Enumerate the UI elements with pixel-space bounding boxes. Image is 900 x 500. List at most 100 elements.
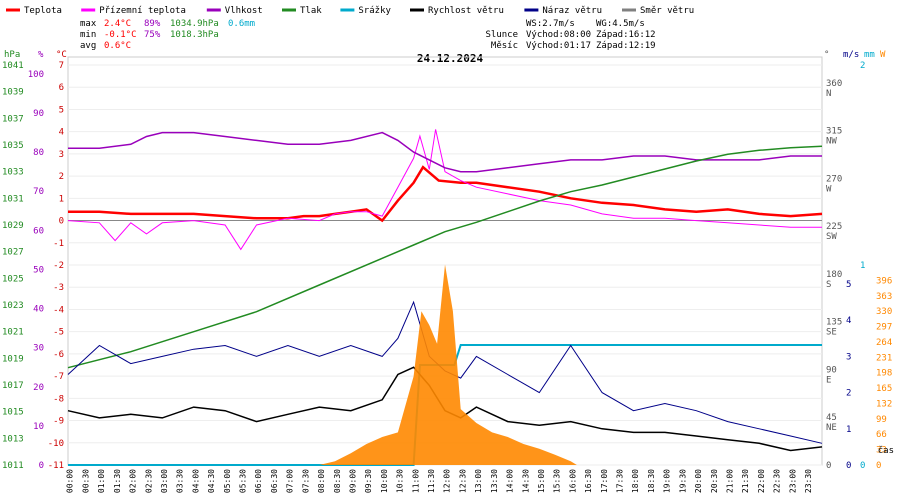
tick-temp: 4 bbox=[59, 128, 64, 138]
tick-dir: 0 bbox=[826, 461, 831, 471]
stats-min-label: min bbox=[80, 30, 96, 40]
tick-x: 22:00 bbox=[757, 469, 766, 493]
tick-w: 99 bbox=[876, 415, 887, 425]
tick-pct: 70 bbox=[33, 187, 44, 197]
tick-x: 14:00 bbox=[506, 469, 515, 493]
tick-ms: 3 bbox=[846, 352, 851, 362]
tick-dir: 180 bbox=[826, 270, 842, 280]
tick-dir-compass: W bbox=[826, 184, 832, 194]
tick-x: 09:30 bbox=[364, 469, 373, 493]
tick-temp: 7 bbox=[59, 61, 64, 71]
tick-ms: 0 bbox=[846, 461, 851, 471]
axis-unit-temp: °C bbox=[56, 50, 67, 60]
tick-x: 13:30 bbox=[490, 469, 499, 493]
axis-unit-w: W bbox=[880, 50, 886, 60]
tick-x: 11:00 bbox=[411, 469, 420, 493]
tick-w: 330 bbox=[876, 307, 892, 317]
tick-dir: 315 bbox=[826, 127, 842, 137]
sun-moon-block: WS:2.7m/s WG:4.5m/s Slunce Východ:08:00 … bbox=[485, 19, 655, 51]
tick-pct: 20 bbox=[33, 383, 44, 393]
tick-temp: -5 bbox=[53, 328, 64, 338]
tick-x: 14:30 bbox=[521, 469, 530, 493]
tick-x: 16:00 bbox=[568, 469, 577, 493]
tick-x: 10:00 bbox=[380, 469, 389, 493]
stats-min-temp: -0.1°C bbox=[104, 30, 137, 40]
tick-x: 06:00 bbox=[254, 469, 263, 493]
tick-x: 08:30 bbox=[333, 469, 342, 493]
axis-unit-pct: % bbox=[38, 50, 44, 60]
tick-x: 11:30 bbox=[427, 469, 436, 493]
tick-hpa: 1033 bbox=[2, 168, 24, 178]
tick-mm: 2 bbox=[860, 61, 865, 71]
tick-hpa: 1039 bbox=[2, 88, 24, 98]
tick-dir: 360 bbox=[826, 79, 842, 89]
tick-temp: -7 bbox=[53, 372, 64, 382]
tick-dir: 45 bbox=[826, 413, 837, 423]
tick-w: 0 bbox=[876, 461, 881, 471]
moon-label: Měsíc bbox=[491, 41, 518, 51]
tick-w: 165 bbox=[876, 384, 892, 394]
tick-w: 363 bbox=[876, 292, 892, 302]
tick-dir-compass: N bbox=[826, 89, 831, 99]
tick-x: 20:00 bbox=[694, 469, 703, 493]
tick-ms: 4 bbox=[846, 316, 851, 326]
tick-x: 23:00 bbox=[788, 469, 797, 493]
tick-hpa: 1019 bbox=[2, 354, 24, 364]
tick-temp: -1 bbox=[53, 239, 64, 249]
tick-w: 396 bbox=[876, 276, 892, 286]
tick-temp: -11 bbox=[48, 461, 64, 471]
legend-label: Rychlost větru bbox=[428, 6, 504, 16]
tick-x: 18:00 bbox=[631, 469, 640, 493]
axis-unit-mm: mm bbox=[864, 50, 875, 60]
tick-w: 264 bbox=[876, 338, 892, 348]
tick-x: 01:30 bbox=[113, 469, 122, 493]
wind-speed-info: WS:2.7m/s bbox=[526, 19, 575, 29]
tick-w: 132 bbox=[876, 399, 892, 409]
tick-x: 07:30 bbox=[301, 469, 310, 493]
moonset: Západ:12:19 bbox=[596, 41, 656, 51]
tick-x: 08:00 bbox=[317, 469, 326, 493]
tick-w: 231 bbox=[876, 353, 892, 363]
stats-max-hum: 89% bbox=[144, 19, 161, 29]
legend-label: Směr větru bbox=[640, 6, 694, 16]
tick-x: 00:30 bbox=[81, 469, 90, 493]
tick-pct: 40 bbox=[33, 305, 44, 315]
series-vlhkost bbox=[68, 131, 822, 173]
tick-hpa: 1025 bbox=[2, 274, 24, 284]
tick-x: 16:30 bbox=[584, 469, 593, 493]
stats-avg-temp: 0.6°C bbox=[104, 41, 131, 51]
stats-min-press: 1018.3hPa bbox=[170, 30, 219, 40]
tick-hpa: 1017 bbox=[2, 381, 24, 391]
tick-ms: 1 bbox=[846, 425, 851, 435]
tick-x: 01:00 bbox=[97, 469, 106, 493]
tick-temp: 3 bbox=[59, 150, 64, 160]
tick-pct: 100 bbox=[28, 70, 44, 80]
tick-x: 21:00 bbox=[725, 469, 734, 493]
tick-temp: -3 bbox=[53, 283, 64, 293]
stats-avg-label: avg bbox=[80, 41, 96, 51]
tick-x: 22:30 bbox=[773, 469, 782, 493]
tick-temp: 6 bbox=[59, 83, 64, 93]
tick-pct: 80 bbox=[33, 148, 44, 158]
tick-temp: -4 bbox=[53, 305, 64, 315]
tick-hpa: 1011 bbox=[2, 461, 24, 471]
tick-hpa: 1035 bbox=[2, 141, 24, 151]
tick-x: 15:30 bbox=[553, 469, 562, 493]
axis-unit-hpa: hPa bbox=[4, 50, 20, 60]
chart-title: 24.12.2024 bbox=[417, 52, 484, 65]
tick-dir-compass: S bbox=[826, 280, 831, 290]
x-axis: 00:00 00:30 01:00 01:30 02:00 02:30 03:00 03:30… bbox=[66, 445, 894, 493]
tick-dir: 90 bbox=[826, 365, 837, 375]
series-teplota bbox=[68, 165, 823, 223]
tick-x: 19:00 bbox=[663, 469, 672, 493]
tick-hpa: 1037 bbox=[2, 114, 24, 124]
stats-max-label: max bbox=[80, 19, 97, 29]
stats-block: max 2.4°C 89% 1034.9hPa 0.6mm min -0.1°C… bbox=[80, 19, 255, 51]
tick-x: 19:30 bbox=[678, 469, 687, 493]
tick-temp: 0 bbox=[59, 217, 64, 227]
legend-label: Teplota bbox=[24, 6, 62, 16]
tick-x: 13:00 bbox=[474, 469, 483, 493]
tick-ms: 5 bbox=[846, 280, 851, 290]
tick-temp: 2 bbox=[59, 172, 64, 182]
